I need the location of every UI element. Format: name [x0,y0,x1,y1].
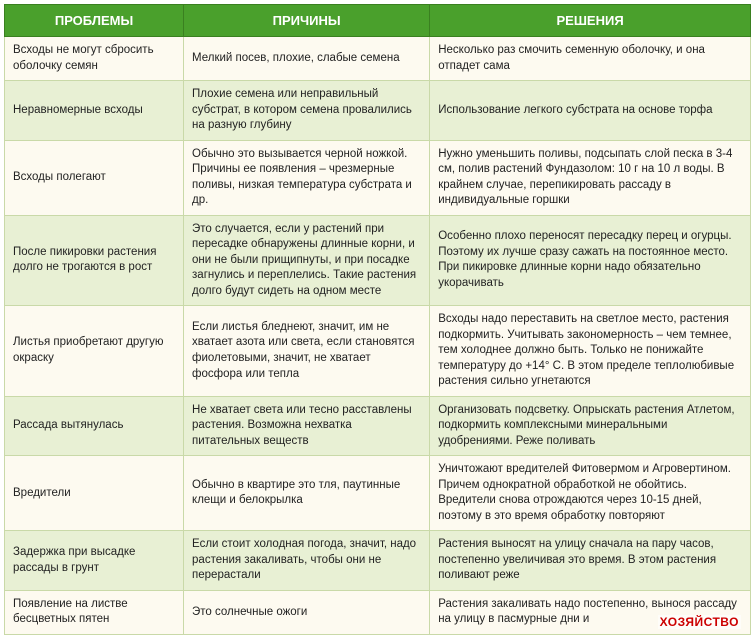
table-row: Неравномерные всходы Плохие семена или н… [5,81,751,141]
problems-table: ПРОБЛЕМЫ ПРИЧИНЫ РЕШЕНИЯ Всходы не могут… [4,4,751,635]
cell-solution: Растения выносят на улицу сначала на пар… [430,531,751,591]
header-problems: ПРОБЛЕМЫ [5,5,184,37]
table-row: Рассада вытянулась Не хватает света или … [5,396,751,456]
table-row: Вредители Обычно в квартире это тля, пау… [5,456,751,531]
cell-cause: Обычно это вызывается черной ножкой. При… [184,140,430,215]
table-row: Листья приобретают другую окраску Если л… [5,306,751,397]
cell-cause: Плохие семена или неправильный субстрат,… [184,81,430,141]
table-row: После пикировки растения долго не трогаю… [5,215,751,306]
cell-cause: Не хватает света или тесно расставлены р… [184,396,430,456]
cell-cause: Мелкий посев, плохие, слабые семена [184,37,430,81]
cell-problem: После пикировки растения долго не трогаю… [5,215,184,306]
cell-cause: Это случается, если у растений при перес… [184,215,430,306]
cell-problem: Листья приобретают другую окраску [5,306,184,397]
cell-solution: Организовать подсветку. Опрыскать растен… [430,396,751,456]
table-container: ПРОБЛЕМЫ ПРИЧИНЫ РЕШЕНИЯ Всходы не могут… [4,4,751,635]
cell-solution: Всходы надо переставить на светлое место… [430,306,751,397]
header-causes: ПРИЧИНЫ [184,5,430,37]
table-row: Задержка при высадке рассады в грунт Есл… [5,531,751,591]
cell-cause: Обычно в квартире это тля, паутинные кле… [184,456,430,531]
header-solutions: РЕШЕНИЯ [430,5,751,37]
table-body: Всходы не могут сбросить оболочку семян … [5,37,751,635]
cell-problem: Задержка при высадке рассады в грунт [5,531,184,591]
table-row: Всходы не могут сбросить оболочку семян … [5,37,751,81]
cell-solution: Несколько раз смочить семенную оболочку,… [430,37,751,81]
header-row: ПРОБЛЕМЫ ПРИЧИНЫ РЕШЕНИЯ [5,5,751,37]
cell-solution: Использование легкого субстрата на основ… [430,81,751,141]
cell-problem: Всходы не могут сбросить оболочку семян [5,37,184,81]
cell-problem: Всходы полегают [5,140,184,215]
cell-solution: Уничтожают вредителей Фитовермом и Агров… [430,456,751,531]
watermark: ХОЗЯЙСТВО [658,615,741,629]
cell-problem: Неравномерные всходы [5,81,184,141]
cell-solution: Особенно плохо переносят пересадку перец… [430,215,751,306]
table-row: Всходы полегают Обычно это вызывается че… [5,140,751,215]
cell-problem: Вредители [5,456,184,531]
cell-cause: Если стоит холодная погода, значит, надо… [184,531,430,591]
cell-problem: Рассада вытянулась [5,396,184,456]
cell-solution: Нужно уменьшить поливы, подсыпать слой п… [430,140,751,215]
cell-cause: Если листья бледнеют, значит, им не хват… [184,306,430,397]
